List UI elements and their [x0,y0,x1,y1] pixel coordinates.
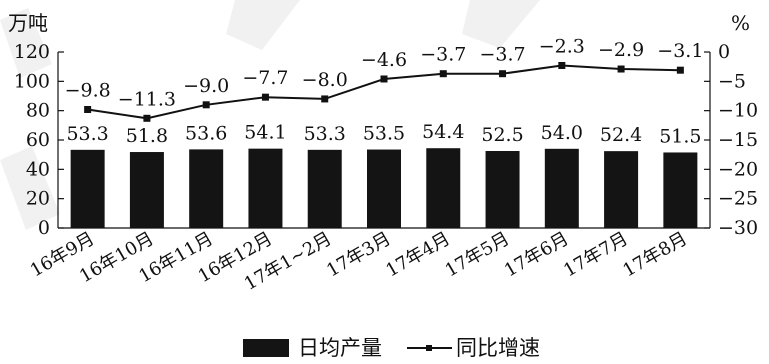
legend-bar-swatch [243,339,289,357]
right-y-tick-label: −30 [718,217,758,239]
x-category-label: 17年4月 [382,228,453,281]
watermark-background [0,0,540,230]
bar-value-label: 54.1 [244,122,286,144]
bar-value-label: 51.8 [126,125,168,147]
bar-value-label: 53.3 [66,123,108,145]
bar-value-label: 53.6 [185,122,227,144]
bar [248,148,283,228]
right-axis-unit: % [731,11,750,35]
bar [129,152,164,228]
plot-area: 53.3 51.8 53.6 54.1 53.3 53.5 54.4 52.5 54.0 52.4… [65,35,704,228]
bar [663,152,698,228]
right-y-tick-label: −25 [718,188,758,210]
right-y-tick-label: 0 [718,41,730,63]
right-y-tick-label: −10 [718,100,758,122]
left-y-tick-label: 120 [14,41,50,63]
bar-value-label: 53.3 [304,123,346,145]
line-value-label: −4.6 [361,49,407,71]
right-y-tick-label: −20 [718,158,758,180]
bar-value-label: 53.5 [363,123,405,145]
bar [307,149,342,228]
right-y-ticks: 0 −5 −10 −15 −20 −25 −30 [704,41,758,239]
x-category-label: 17年8月 [619,228,690,281]
bar [604,151,639,228]
line-point [439,70,447,78]
legend-line-marker [426,345,432,351]
x-ticks: 16年9月16年10月16年11月16年12月17年1~2月17年3月17年4月… [27,228,691,295]
line-value-label: −9.0 [183,75,229,97]
x-category-label: 17年7月 [560,228,631,281]
bar-data-labels: 53.3 51.8 53.6 54.1 53.3 53.5 54.4 52.5 54.0 52.4… [66,121,701,147]
left-axis-unit: 万吨 [8,11,48,35]
bar [544,148,579,228]
line-point [321,95,329,103]
line-value-label: −2.9 [598,39,644,61]
line-value-label: −9.8 [65,79,111,101]
x-category-label: 17年6月 [501,228,572,281]
line-value-label: −3.1 [657,40,703,62]
line-value-label: −2.3 [539,35,585,57]
line-point [143,114,151,122]
left-y-tick-label: 80 [26,100,50,122]
legend-label-growth: 同比增速 [456,336,540,360]
line-point [380,75,388,83]
line-point [202,101,210,109]
bar [70,149,105,228]
bar-value-label: 54.0 [541,122,583,144]
line-point [261,93,269,101]
line-point [84,105,92,113]
line-value-label: −8.0 [302,69,348,91]
line-point [617,65,625,73]
left-y-tick-label: 0 [38,217,50,239]
bar [189,149,224,228]
bar-value-label: 52.4 [600,124,642,146]
legend-label-production: 日均产量 [298,336,382,360]
line-point [499,70,507,78]
growth-rate-line [87,64,681,120]
bar-value-label: 51.5 [659,125,701,147]
left-y-tick-label: 40 [26,158,50,180]
x-category-label: 17年3月 [323,228,394,281]
left-y-tick-label: 100 [14,70,50,92]
bar-value-label: 54.4 [422,121,464,143]
bar-value-label: 52.5 [481,124,523,146]
right-y-tick-label: −5 [718,70,746,92]
line-value-label: −7.7 [242,67,288,89]
line-point [558,61,566,69]
right-y-tick-label: −15 [718,129,758,151]
growth-rate-markers [84,61,684,122]
bar [426,148,461,228]
bar [367,149,401,228]
left-y-tick-label: 20 [26,188,50,210]
x-category-label: 17年5月 [442,228,513,281]
bar [485,151,520,228]
growth-rate-data-labels: −9.8 −11.3 −9.0 −7.7 −8.0 −4.6 −3.7 −3.7 −2.3 −2.… [65,35,704,110]
left-y-tick-label: 60 [26,129,50,151]
line-value-label: −3.7 [479,44,525,66]
line-value-label: −11.3 [118,88,176,110]
line-point [676,66,684,74]
bars-layer [70,148,698,228]
line-value-label: −3.7 [420,44,466,66]
left-y-ticks: 0 20 40 60 80 100 120 [14,41,64,239]
legend: 日均产量 同比增速 [243,336,540,360]
